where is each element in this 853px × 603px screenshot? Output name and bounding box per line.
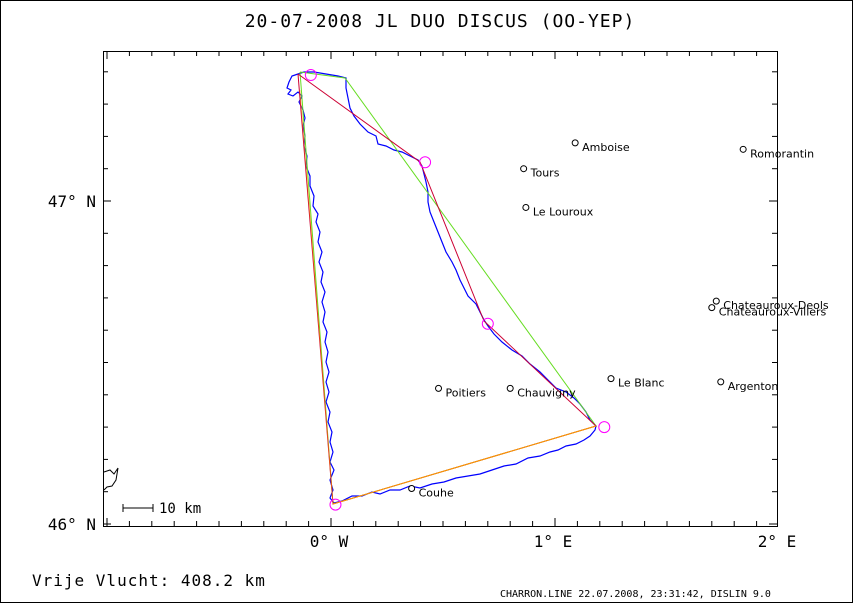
town-marker xyxy=(506,384,514,392)
turnpoints xyxy=(304,69,611,511)
town-marker xyxy=(739,145,747,153)
town-label: Poitiers xyxy=(446,386,487,399)
town-marker xyxy=(571,139,579,147)
town-label: Chateauroux-Villers xyxy=(719,306,827,319)
chart-title: 20-07-2008 JL DUO DISCUS (OO-YEP) xyxy=(245,11,636,32)
town-label: Couhe xyxy=(419,486,454,499)
town-label: Le Blanc xyxy=(618,377,665,390)
turnpoint-marker xyxy=(419,156,432,169)
town-marker xyxy=(607,375,615,383)
town-label: Amboise xyxy=(582,141,630,154)
town-label: Chauvigny xyxy=(517,386,576,399)
leg-orange-west xyxy=(299,89,334,505)
turnpoint-marker xyxy=(598,421,611,434)
distance-label: Vrije Vlucht: 408.2 km xyxy=(32,571,266,590)
town-marker xyxy=(522,203,530,211)
y-axis-labels: 47° N 46° N xyxy=(48,192,96,534)
town-marker xyxy=(520,165,528,173)
x-tick-label: 1° E xyxy=(534,532,573,551)
town-marker xyxy=(717,378,725,386)
town-label: Chateauroux-Deols xyxy=(723,299,829,312)
plot-frame xyxy=(103,51,778,527)
turnpoint-marker xyxy=(304,69,317,82)
x-axis-labels: 0° W 1° E 2° E xyxy=(310,532,797,551)
turnpoint-marker xyxy=(481,317,494,330)
x-tick-label: 0° W xyxy=(310,532,349,551)
program-info: CHARRON.LINE 22.07.2008, 23:31:42, DISLI… xyxy=(500,589,771,600)
town-label: Le Louroux xyxy=(533,205,594,218)
town-marker xyxy=(708,304,716,312)
x-tick-label: 2° E xyxy=(758,532,797,551)
scale-bar: 10 km xyxy=(122,501,201,517)
town-label: Romorantin xyxy=(750,147,814,160)
y-tick-label: 47° N xyxy=(48,192,96,211)
axis-ticks xyxy=(103,51,777,526)
coastline xyxy=(103,467,119,491)
town-marker xyxy=(435,384,443,392)
town-label: Tours xyxy=(530,167,560,180)
y-tick-label: 46° N xyxy=(48,515,96,534)
turnpoint-marker xyxy=(329,498,342,511)
flight-track xyxy=(286,71,597,504)
town-marker xyxy=(712,297,720,305)
town-marker xyxy=(408,484,416,492)
town-label: Argenton xyxy=(728,380,779,393)
towns: Amboise Romorantin Tours Le Louroux Chateaur… xyxy=(408,139,829,499)
scale-bar-label: 10 km xyxy=(159,501,201,517)
leg-orange xyxy=(332,425,597,505)
